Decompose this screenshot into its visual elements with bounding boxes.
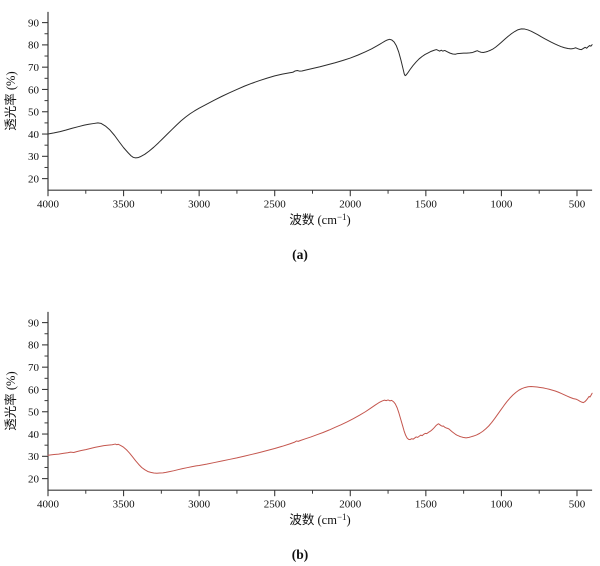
svg-text:90: 90 <box>28 317 40 329</box>
svg-text:波数 (cm−1): 波数 (cm−1) <box>289 512 350 527</box>
svg-text:1500: 1500 <box>415 499 438 511</box>
svg-text:1500: 1500 <box>415 199 438 211</box>
svg-text:60: 60 <box>28 84 40 96</box>
svg-text:波数 (cm−1): 波数 (cm−1) <box>289 212 350 227</box>
svg-text:50: 50 <box>28 107 40 119</box>
svg-text:60: 60 <box>28 384 40 396</box>
svg-text:30: 30 <box>28 151 40 163</box>
svg-text:500: 500 <box>569 499 586 511</box>
spectrum-plot-a: 4000 3500 3000 2500 2000 1500 1000 500 20 30 40 50 6… <box>3 11 593 227</box>
svg-text:40: 40 <box>28 429 40 441</box>
spectrum-figure-a: 4000 3500 3000 2500 2000 1500 1000 500 20 30 40 50 6… <box>0 0 600 264</box>
svg-text:80: 80 <box>28 340 40 352</box>
svg-text:2500: 2500 <box>264 499 287 511</box>
svg-text:2500: 2500 <box>264 199 287 211</box>
svg-text:透光率 (%): 透光率 (%) <box>3 71 18 130</box>
svg-text:40: 40 <box>28 129 40 141</box>
svg-text:4000: 4000 <box>37 199 60 211</box>
svg-text:70: 70 <box>28 62 40 74</box>
svg-text:500: 500 <box>569 199 586 211</box>
svg-text:20: 20 <box>28 473 40 485</box>
svg-text:80: 80 <box>28 40 40 52</box>
svg-text:90: 90 <box>28 17 40 29</box>
svg-text:1000: 1000 <box>490 499 513 511</box>
svg-text:3000: 3000 <box>188 199 211 211</box>
svg-text:1000: 1000 <box>490 199 513 211</box>
svg-text:透光率 (%): 透光率 (%) <box>3 371 18 430</box>
svg-text:4000: 4000 <box>37 499 60 511</box>
svg-text:2000: 2000 <box>339 199 362 211</box>
svg-text:30: 30 <box>28 451 40 463</box>
spectrum-figure-b: 4000 3500 3000 2500 2000 1500 1000 500 20 30 40 50 6… <box>0 300 600 564</box>
svg-text:3500: 3500 <box>113 199 136 211</box>
spectrum-plot-b: 4000 3500 3000 2500 2000 1500 1000 500 20 30 40 50 6… <box>3 311 593 527</box>
caption-a: (a) <box>292 247 308 262</box>
svg-text:2000: 2000 <box>339 499 362 511</box>
svg-text:3000: 3000 <box>188 499 211 511</box>
svg-text:20: 20 <box>28 173 40 185</box>
caption-b: (b) <box>291 547 309 562</box>
svg-text:50: 50 <box>28 407 40 419</box>
svg-text:3500: 3500 <box>113 499 136 511</box>
svg-text:70: 70 <box>28 362 40 374</box>
